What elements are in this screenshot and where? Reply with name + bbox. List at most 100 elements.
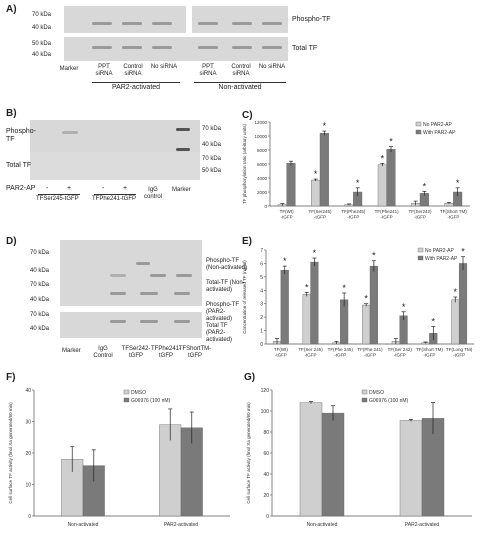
significance-star: * <box>423 181 427 191</box>
legend-swatch <box>415 121 422 127</box>
mw-label: 40 kDa <box>32 25 52 31</box>
sign: + <box>66 185 72 192</box>
bar <box>280 269 289 345</box>
mw-label: 40 kDa <box>30 268 50 274</box>
significance-star: * <box>456 178 460 188</box>
band <box>176 128 190 131</box>
legend-swatch <box>123 397 130 403</box>
legend-label: DMSO <box>369 390 384 396</box>
mw-label: 70 kDa <box>30 312 50 318</box>
significance-star: * <box>381 153 385 163</box>
mw-label: 40 kDa <box>32 52 52 58</box>
band <box>122 22 142 25</box>
bar <box>399 315 408 345</box>
lane-label: TFShortTM-tGFP <box>178 346 212 359</box>
panel-b-total-blot <box>30 152 200 180</box>
band <box>150 274 166 277</box>
y-tick-label: 6000 <box>257 162 268 167</box>
mw-label: 50 kDa <box>32 41 52 47</box>
phospho-tf-label: Phospho-TF <box>6 128 36 143</box>
x-tick-label: TF(Phe245) <box>341 209 366 214</box>
band <box>198 46 218 49</box>
x-tick-label: -tGFP <box>314 215 326 220</box>
y-tick-label: 6 <box>260 261 263 267</box>
bar <box>302 294 311 345</box>
lane-label: No siRNA <box>150 64 178 70</box>
blot-label: Phospho-TF (PAR2-activated) <box>206 302 240 322</box>
band <box>140 292 158 295</box>
significance-star: * <box>432 317 436 327</box>
sign: + <box>122 185 128 192</box>
legend-label: With PAR2-AP <box>423 130 456 136</box>
band <box>140 320 158 323</box>
lane-label: IgG Control <box>93 346 113 359</box>
band <box>232 22 252 25</box>
panel-a-total-blot <box>64 37 288 61</box>
significance-star: * <box>454 287 458 297</box>
panel-a-phospho-blot-right <box>192 6 288 33</box>
x-tick-label: Non-activated <box>68 522 99 528</box>
panel-a-label: A) <box>6 4 17 15</box>
significance-star: * <box>314 169 318 179</box>
panel-c-label: C) <box>242 110 253 121</box>
group-label: TFPhe241-tGFP <box>92 196 137 202</box>
x-tick-label: TF(Wt) <box>274 347 288 352</box>
y-tick-label: 0 <box>266 514 269 520</box>
legend-label: G06976 (100 nM) <box>131 398 171 404</box>
lane-label: PPT siRNA <box>199 64 217 77</box>
panel-d-label: D) <box>6 236 17 247</box>
x-tick-label: -tGFP <box>423 353 435 358</box>
mw-label: 50 kDa <box>202 168 222 174</box>
significance-star: * <box>313 248 317 258</box>
lane-label: Marker <box>59 66 79 72</box>
legend-label: DMSO <box>131 390 146 396</box>
x-tick-label: TF(Short TM) <box>416 347 443 352</box>
panel-b-phospho-blot <box>30 120 200 152</box>
x-tick-label: TF(Phe 245) <box>328 347 354 352</box>
band <box>174 320 190 323</box>
significance-star: * <box>356 178 360 188</box>
chart-f: Cell surface TF activity (fmol Xa genera… <box>8 388 230 528</box>
x-tick-label: -tGFP <box>453 353 465 358</box>
x-tick-label: TF(Ser 245) <box>298 347 323 352</box>
x-tick-label: TF(Short TM) <box>440 209 467 214</box>
x-tick-label: TF(Phe241) <box>375 209 400 214</box>
significance-star: * <box>283 256 287 266</box>
phospho-tf-label: Phospho-TF <box>292 16 331 23</box>
x-tick-label: Non-activated <box>307 522 338 528</box>
mw-label: 40 kDa <box>30 297 50 303</box>
band <box>62 131 78 134</box>
group-underline <box>94 194 136 195</box>
lane-label: TFSer242-tGFP <box>121 346 151 359</box>
bar <box>310 261 319 345</box>
legend-swatch <box>417 247 424 253</box>
x-tick-label: PAR2-activated <box>405 522 440 528</box>
mw-label: 70 kDa <box>202 126 222 132</box>
legend-label: With PAR2-AP <box>425 256 458 262</box>
par2-ap-label: PAR2-AP <box>6 185 36 192</box>
significance-star: * <box>305 282 309 292</box>
band <box>92 46 112 49</box>
band <box>122 46 142 49</box>
sign: - <box>45 185 49 192</box>
y-axis-label: Cell surface TF activity (fmol Xa genera… <box>246 402 251 504</box>
chart-e: Concentration of released TF (ng/ml) 0 1 2 3… <box>242 247 474 358</box>
lane-label: Control siRNA <box>123 64 143 77</box>
x-tick-label: TF(Ser 242) <box>388 347 413 352</box>
y-tick-label: 10 <box>25 483 31 489</box>
panel-f-label: F) <box>6 372 16 383</box>
total-tf-label: Total TF <box>292 45 318 52</box>
mw-label: 70 kDa <box>202 156 222 162</box>
y-tick-label: 2000 <box>257 190 268 195</box>
y-tick-label: 8000 <box>257 148 268 153</box>
y-axis-label: TF phosphorylation ratio (arbitrary unit… <box>242 123 247 204</box>
x-tick-label: -tGFP <box>414 215 426 220</box>
band <box>262 46 282 49</box>
x-tick-label: -tGFP <box>394 353 406 358</box>
significance-star: * <box>461 247 465 257</box>
lane-label: No siRNA <box>258 64 286 70</box>
mw-label: 40 kDa <box>202 142 222 148</box>
y-tick-label: 20 <box>263 493 269 499</box>
y-tick-label: 5 <box>260 275 263 281</box>
band <box>110 274 126 277</box>
